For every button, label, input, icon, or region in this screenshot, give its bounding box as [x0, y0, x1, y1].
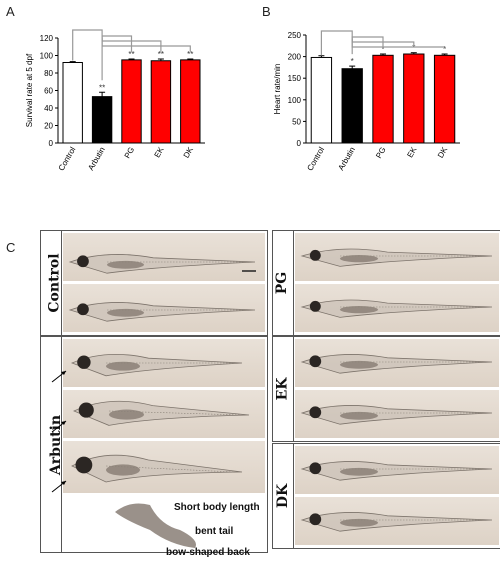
- x-tick-label: EK: [405, 145, 418, 159]
- comparison-bracket: [72, 29, 103, 81]
- y-tick-label: 250: [288, 31, 302, 40]
- group-label-dk: DK: [275, 483, 292, 509]
- larva-image-dk-2: [295, 497, 499, 545]
- group-ek: EK: [272, 336, 500, 442]
- significance-marker: **: [128, 50, 134, 59]
- significance-marker: *: [443, 45, 446, 54]
- x-tick-label: PG: [374, 146, 388, 161]
- group-label-pg: PG: [274, 271, 291, 295]
- comparison-bracket: [320, 30, 353, 56]
- bar-arbutin: [91, 96, 113, 144]
- larva-image-control-1: [63, 233, 265, 281]
- y-axis-label: Survival rate at 5 dpf: [25, 53, 34, 127]
- larva-image-arbutin-1: [63, 339, 265, 387]
- group-arbutin: Arbutin Short body length bent tail: [40, 336, 268, 553]
- bar-arbutin: [341, 68, 363, 144]
- y-tick-label: 0: [49, 139, 54, 148]
- annotation-bent-tail: bent tail: [195, 526, 234, 537]
- bar-pg: [121, 59, 142, 144]
- y-tick-label: 150: [288, 74, 302, 83]
- group-dk: DK: [272, 443, 500, 549]
- x-tick-label: Arbutin: [86, 146, 106, 172]
- y-tick-label: 120: [40, 34, 54, 43]
- x-tick-label: Arbutin: [336, 146, 356, 172]
- y-axis-label: Heart rate/min: [273, 64, 282, 115]
- group-label-box: [273, 444, 294, 548]
- bar-dk: [180, 59, 201, 144]
- group-label-control: Control: [46, 253, 63, 313]
- y-tick-label: 80: [44, 69, 53, 78]
- bar-control: [310, 56, 333, 144]
- group-label-box: [41, 231, 62, 335]
- y-tick-label: 100: [288, 96, 302, 105]
- x-tick-label: PG: [123, 146, 137, 161]
- annotation-bow-back: bow-shaped back: [166, 547, 250, 558]
- panel-label-a: A: [6, 4, 15, 19]
- larva-image-arbutin-3: [63, 441, 265, 493]
- x-tick-label: EK: [153, 145, 166, 159]
- group-control: Control: [40, 230, 268, 336]
- comparison-bracket: [101, 35, 133, 52]
- panel-label-b: B: [262, 4, 271, 19]
- bar-dk: [433, 54, 456, 144]
- larva-image-pg-2: [295, 284, 499, 332]
- significance-marker: **: [187, 50, 193, 59]
- annotation-short-body: Short body length: [174, 502, 260, 513]
- x-tick-label: Control: [57, 145, 78, 172]
- y-tick-label: 20: [44, 122, 53, 131]
- significance-marker: *: [381, 45, 384, 54]
- y-tick-label: 200: [288, 53, 302, 62]
- chart-a-survival: 0 20 40 60 80 100 120 Survival rate at 5 dpf Con…: [25, 29, 205, 172]
- larva-image-dk-1: [295, 446, 499, 494]
- larva-image-ek-1: [295, 339, 499, 387]
- panel-label-c: C: [6, 240, 16, 255]
- larva-image-ek-2: [295, 390, 499, 438]
- bar-control: [62, 62, 83, 144]
- y-tick-label: 100: [40, 52, 54, 61]
- comparison-bracket: [351, 39, 446, 48]
- comparison-bracket: [101, 38, 191, 52]
- group-label-box: [41, 337, 62, 552]
- x-tick-label: DK: [182, 145, 196, 160]
- larva-image-pg-1: [295, 233, 499, 281]
- bar-ek: [403, 53, 425, 144]
- significance-marker: *: [351, 57, 354, 66]
- y-tick-label: 0: [297, 139, 302, 148]
- larva-image-control-2: [63, 284, 265, 332]
- group-pg: PG: [272, 230, 500, 336]
- chart-b-heart-rate: 0 50 100 150 200 250 Heart rate/min Control * Arb…: [273, 30, 460, 172]
- group-label-arbutin: Arbutin: [48, 414, 65, 476]
- y-tick-label: 60: [44, 87, 53, 96]
- y-tick-label: 40: [44, 104, 53, 113]
- significance-marker: **: [158, 50, 164, 59]
- x-tick-label: Control: [305, 145, 326, 172]
- significance-marker: **: [99, 83, 105, 92]
- group-label-box: [273, 231, 294, 335]
- bar-pg: [372, 54, 394, 144]
- larva-image-arbutin-2: [63, 390, 265, 438]
- group-label-ek: EK: [274, 377, 291, 401]
- group-label-box: [273, 337, 294, 441]
- bar-ek: [150, 60, 172, 144]
- significance-marker: *: [412, 44, 415, 53]
- x-tick-label: DK: [436, 145, 450, 160]
- y-tick-label: 50: [292, 117, 301, 126]
